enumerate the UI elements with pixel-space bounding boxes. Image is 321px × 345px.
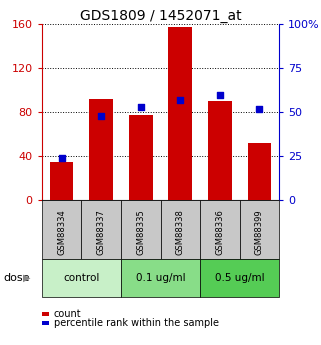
Text: ▶: ▶ bbox=[23, 273, 30, 283]
Point bbox=[138, 104, 143, 110]
Bar bbox=[169, 28, 192, 200]
Text: percentile rank within the sample: percentile rank within the sample bbox=[54, 318, 219, 328]
Text: GSM88335: GSM88335 bbox=[136, 209, 145, 255]
Bar bbox=[50, 161, 74, 200]
Text: 0.5 ug/ml: 0.5 ug/ml bbox=[215, 273, 265, 283]
Point bbox=[59, 155, 64, 161]
Point bbox=[178, 97, 183, 102]
Text: GSM88337: GSM88337 bbox=[97, 209, 106, 255]
Title: GDS1809 / 1452071_at: GDS1809 / 1452071_at bbox=[80, 9, 241, 23]
Point bbox=[257, 106, 262, 111]
Text: GSM88334: GSM88334 bbox=[57, 209, 66, 255]
Bar bbox=[129, 116, 152, 200]
Bar bbox=[208, 101, 232, 200]
Text: count: count bbox=[54, 308, 81, 318]
Bar bbox=[89, 99, 113, 200]
Point bbox=[99, 113, 104, 118]
Text: GSM88338: GSM88338 bbox=[176, 209, 185, 255]
Text: control: control bbox=[63, 273, 100, 283]
Bar bbox=[247, 143, 271, 200]
Text: GSM88336: GSM88336 bbox=[215, 209, 224, 255]
Text: dose: dose bbox=[3, 273, 30, 283]
Text: 0.1 ug/ml: 0.1 ug/ml bbox=[136, 273, 185, 283]
Text: GSM88399: GSM88399 bbox=[255, 210, 264, 255]
Point bbox=[217, 92, 222, 97]
